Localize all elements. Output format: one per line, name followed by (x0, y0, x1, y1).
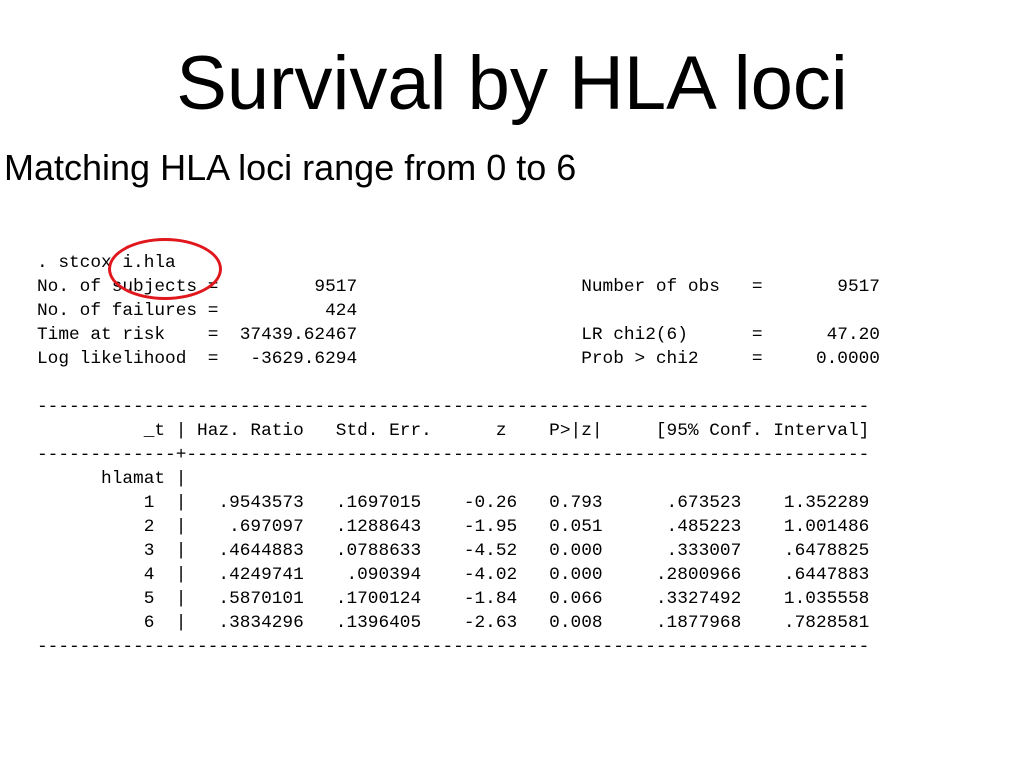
table-row: 5 | .5870101 .1700124 -1.84 0.066 .33274… (37, 589, 870, 609)
table-rule-header: -------------+--------------------------… (37, 445, 870, 465)
table-row: 1 | .9543573 .1697015 -0.26 0.793 .67352… (37, 493, 870, 513)
table-rule-top: ----------------------------------------… (37, 397, 870, 417)
slide-subtitle: Matching HLA loci range from 0 to 6 (4, 147, 577, 188)
table-row: 6 | .3834296 .1396405 -2.63 0.008 .18779… (37, 613, 870, 633)
table-header: _t | Haz. Ratio Std. Err. z P>|z| [95% C… (37, 421, 870, 441)
blank-line (37, 371, 880, 395)
stata-output: . stcox i.hla No. of subjects = 9517 Numb… (37, 251, 880, 659)
summary-line-log-likelihood: Log likelihood = -3629.6294 Prob > chi2 … (37, 349, 880, 369)
table-row: 2 | .697097 .1288643 -1.95 0.051 .485223… (37, 517, 870, 537)
slide-title: Survival by HLA loci (176, 41, 848, 126)
table-variable-label: hlamat | (37, 469, 187, 489)
table-rule-bottom: ----------------------------------------… (37, 637, 870, 657)
summary-line-time-at-risk: Time at risk = 37439.62467 LR chi2(6) = … (37, 325, 880, 345)
table-row: 3 | .4644883 .0788633 -4.52 0.000 .33300… (37, 541, 870, 561)
table-row: 4 | .4249741 .090394 -4.02 0.000 .280096… (37, 565, 870, 585)
summary-line-failures: No. of failures = 424 (37, 301, 358, 321)
highlight-circle (108, 238, 222, 300)
